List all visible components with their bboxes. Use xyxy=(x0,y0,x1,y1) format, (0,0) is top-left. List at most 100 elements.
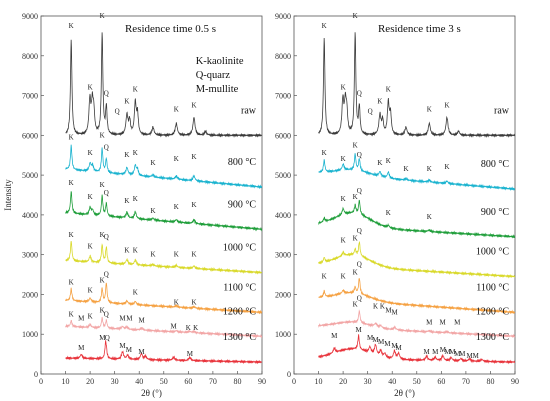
peak-annotation: K xyxy=(174,298,179,306)
plot-frame xyxy=(40,15,263,375)
peak-annotation: M xyxy=(126,346,133,354)
y-tick-label: 0 xyxy=(287,370,291,379)
x-tick-label: 20 xyxy=(339,377,347,386)
legend-line: K-kaolinite xyxy=(196,56,244,67)
peak-annotation: M xyxy=(119,342,126,350)
plot-frame xyxy=(293,15,516,375)
peak-annotation: M xyxy=(454,350,461,358)
y-tick-label: 7000 xyxy=(275,92,291,101)
x-tick-label: 0 xyxy=(292,377,296,386)
peak-annotation: M xyxy=(473,352,480,360)
series-line-1200-c xyxy=(318,309,516,339)
peak-annotation: K xyxy=(380,302,385,310)
peak-annotation: M xyxy=(78,344,85,352)
peak-annotation: M xyxy=(378,338,385,346)
y-tick-label: 2000 xyxy=(22,290,38,299)
series-label: 1300 °C xyxy=(476,332,509,343)
peak-annotation: K xyxy=(353,235,358,243)
peak-annotation: M xyxy=(170,322,177,330)
peak-annotation: Q xyxy=(104,189,109,197)
x-tick-label: 40 xyxy=(388,377,396,386)
x-tick-label: 10 xyxy=(62,377,70,386)
peak-annotation: M xyxy=(384,340,391,348)
peak-annotation: K xyxy=(133,149,138,157)
panel-title: Residence time 3 s xyxy=(378,23,461,35)
peak-annotation: K xyxy=(191,101,196,109)
peak-annotation: M xyxy=(385,306,392,314)
peak-annotation: K xyxy=(341,84,346,92)
peak-annotation: K xyxy=(124,98,129,106)
peak-annotation: M xyxy=(139,316,146,324)
peak-annotation: K xyxy=(353,12,358,20)
x-tick-label: 90 xyxy=(511,377,519,386)
series-line-1200-c xyxy=(65,316,263,339)
peak-annotation: M xyxy=(432,348,439,356)
peak-annotation: K xyxy=(353,193,358,201)
peak-annotation: K xyxy=(353,269,358,277)
peak-annotation: K xyxy=(124,197,129,205)
peak-annotation: K xyxy=(133,86,138,94)
peak-annotation: Q xyxy=(357,227,362,235)
x-tick-label: 70 xyxy=(209,377,217,386)
series-label: 900 °C xyxy=(228,199,256,210)
x-tick-label: 80 xyxy=(233,377,241,386)
peak-annotation: K xyxy=(69,133,74,141)
peak-annotation: K xyxy=(100,12,105,20)
peak-annotation: K xyxy=(322,22,327,30)
x-tick-label: 30 xyxy=(111,377,119,386)
y-tick-label: 7000 xyxy=(22,92,38,101)
peak-annotation: M xyxy=(355,326,362,334)
peak-annotation: K xyxy=(69,179,74,187)
peak-annotation: K xyxy=(100,131,105,139)
peak-annotation: K xyxy=(150,159,155,167)
peak-annotation: Q xyxy=(104,90,109,98)
peak-annotation: M xyxy=(454,318,461,326)
peak-annotation: K xyxy=(174,105,179,113)
peak-annotation: Q xyxy=(357,187,362,195)
peak-annotation: K xyxy=(191,251,196,259)
peak-annotation: M xyxy=(126,314,133,322)
peak-annotation: M xyxy=(395,344,402,352)
peak-annotation: M xyxy=(449,348,456,356)
x-axis-label: 2θ (°) xyxy=(394,388,415,398)
peak-annotation: M xyxy=(119,314,126,322)
peak-annotation: K xyxy=(69,231,74,239)
peak-annotation: K xyxy=(377,98,382,106)
peak-annotation: K xyxy=(174,251,179,259)
x-axis-label: 2θ (°) xyxy=(141,388,162,398)
panel-2: 0 10 20 30 40 50 60 70 80 90 0 1000 2000 3000 4000 5000… xyxy=(275,12,519,398)
peak-annotation: M xyxy=(444,348,451,356)
peak-annotation: M xyxy=(439,318,446,326)
series-label: 1300 °C xyxy=(223,332,256,343)
peak-annotation: K xyxy=(341,195,346,203)
peak-annotation: M xyxy=(459,350,466,358)
peak-annotation: K xyxy=(100,231,105,239)
legend-line: M-mullite xyxy=(196,84,239,95)
series-line-1000-c xyxy=(318,240,516,279)
series-line-900-c xyxy=(318,199,516,239)
series-label: 1100 °C xyxy=(223,282,256,293)
peak-annotation: Q xyxy=(104,310,109,318)
series-line-900-c xyxy=(65,191,263,232)
peak-annotation: K xyxy=(341,237,346,245)
peak-annotation: Q xyxy=(104,271,109,279)
y-tick-label: 8000 xyxy=(275,52,291,61)
peak-annotation: K xyxy=(69,310,74,318)
peak-annotation: Q xyxy=(357,294,362,302)
x-tick-label: 30 xyxy=(364,377,372,386)
x-tick-label: 50 xyxy=(413,377,421,386)
series-line-1100-c xyxy=(65,282,263,315)
peak-annotation: K xyxy=(174,155,179,163)
peak-annotation: K xyxy=(88,312,93,320)
y-tick-label: 4000 xyxy=(22,211,38,220)
peak-annotation: M xyxy=(187,350,194,358)
peak-annotation: K xyxy=(377,159,382,167)
panel-1: 0 10 20 30 40 50 60 70 80 90 0 1000 2000 3000 4000 5000… xyxy=(3,12,266,398)
peak-annotation: M xyxy=(440,346,447,354)
peak-annotation: K xyxy=(133,195,138,203)
series-line-1000-c xyxy=(65,240,263,275)
peak-annotation: K xyxy=(186,324,191,332)
peak-annotation: M xyxy=(78,314,85,322)
peak-annotation: K xyxy=(124,247,129,255)
